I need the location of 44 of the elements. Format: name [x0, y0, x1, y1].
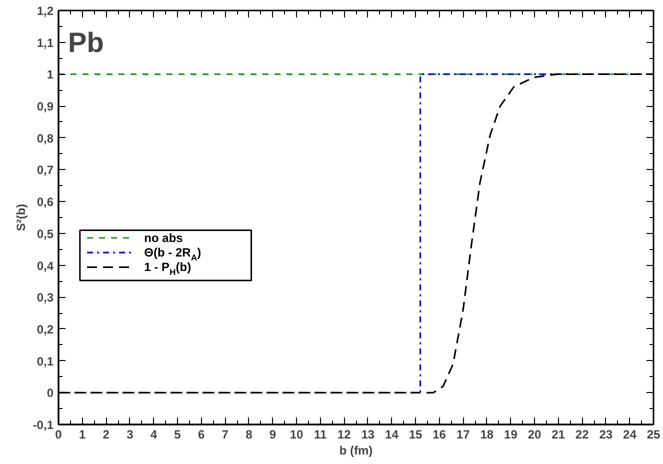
x-tick-label: 16: [432, 428, 446, 442]
y-tick-label: 0,9: [36, 100, 54, 114]
y-tick-label: 1: [46, 68, 54, 82]
x-tick-label: 21: [552, 428, 566, 442]
y-tick-label: 0,6: [36, 195, 54, 210]
x-tick-label: 3: [126, 428, 134, 442]
x-tick-label: 7: [222, 428, 229, 442]
x-tick-label: 15: [408, 428, 422, 442]
y-tick-label: -0,1: [32, 418, 54, 432]
y-tick-label: 0,8: [36, 131, 54, 146]
x-tick-label: 8: [246, 428, 253, 442]
y-tick-label: 0,3: [36, 290, 54, 305]
x-tick-label: 11: [314, 428, 327, 442]
x-tick-label: 23: [599, 428, 613, 442]
x-tick-label: 0: [55, 428, 62, 442]
x-tick-label: 13: [361, 428, 375, 442]
y-tick-label: 0,4: [36, 258, 54, 273]
x-tick-label: 6: [198, 428, 205, 442]
x-tick-label: 17: [456, 428, 470, 442]
x-tick-label: 14: [385, 428, 399, 442]
x-tick-label: 19: [504, 428, 518, 442]
x-tick-label: 5: [174, 428, 182, 442]
y-axis-title: S²(b): [14, 204, 28, 232]
y-tick-label: 1,2: [36, 4, 54, 18]
x-tick-label: 4: [150, 428, 158, 442]
x-tick-label: 12: [337, 428, 352, 442]
x-tick-label: 20: [528, 428, 542, 442]
y-tick-label: 1,1: [36, 36, 54, 50]
y-tick-label: 0,7: [36, 163, 54, 178]
y-tick-label: 0,1: [36, 354, 54, 368]
x-tick-label: 9: [269, 428, 276, 442]
y-tick-label: 0: [46, 386, 54, 400]
legend-label: no abs: [144, 230, 184, 245]
y-tick-label: 0,2: [36, 322, 54, 336]
x-tick-label: 25: [646, 428, 660, 442]
text: Pb: [68, 26, 104, 58]
x-tick-label: 10: [290, 428, 304, 442]
x-tick-label: 2: [102, 428, 110, 442]
x-tick-label: 1: [78, 428, 86, 442]
x-axis-title: b (fm): [339, 444, 373, 458]
x-tick-label: 18: [480, 428, 494, 442]
x-tick-label: 22: [575, 428, 590, 442]
y-tick-label: 0,5: [36, 226, 54, 241]
x-tick-label: 24: [623, 428, 637, 442]
